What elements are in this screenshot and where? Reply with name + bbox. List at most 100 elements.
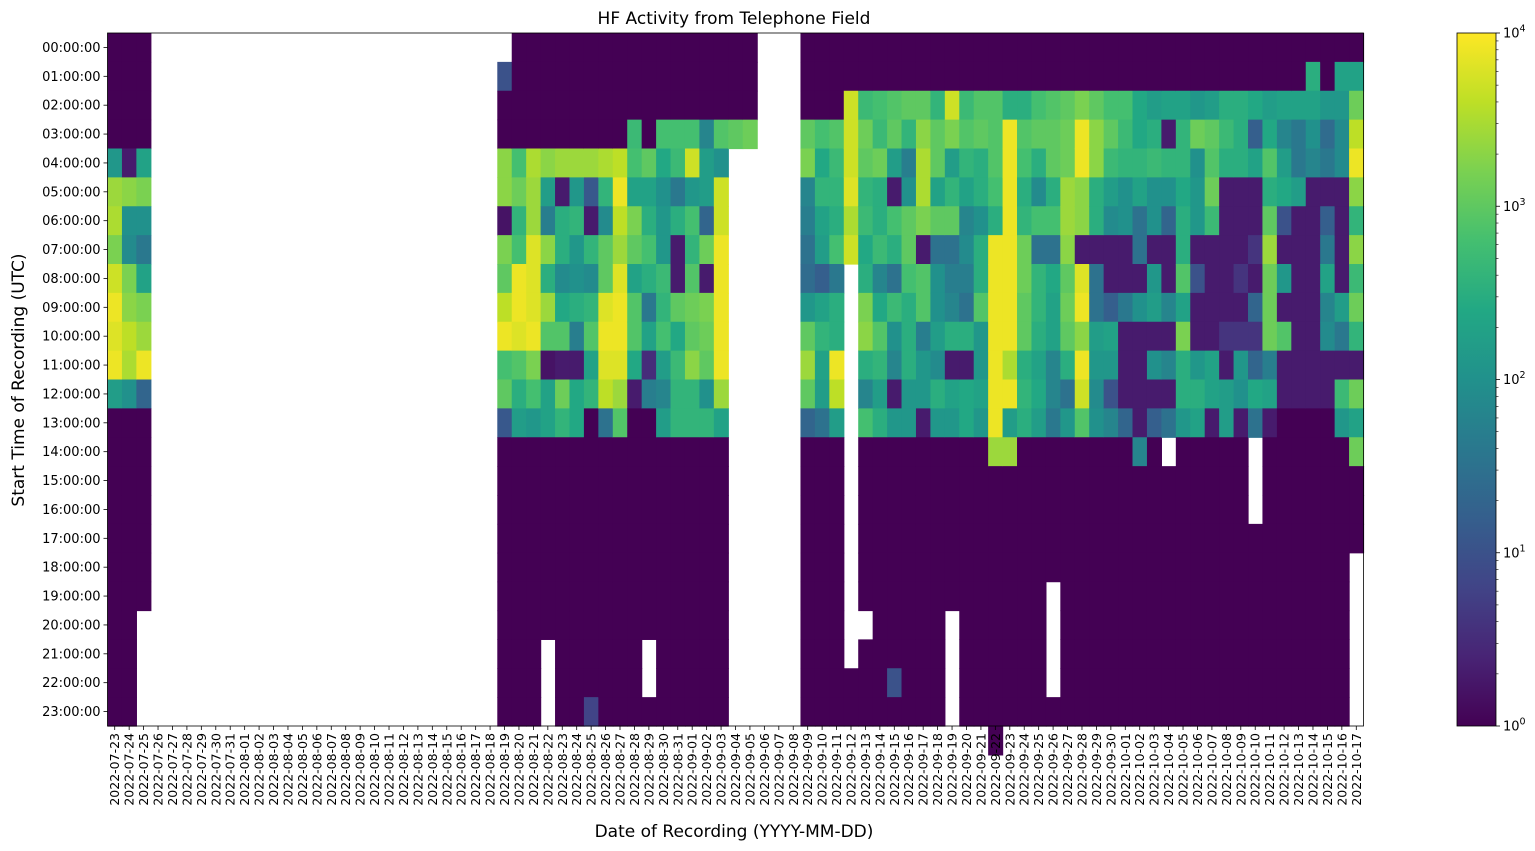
heatmap-cell xyxy=(511,177,527,207)
heatmap-cell xyxy=(1031,581,1047,612)
heatmap-cell xyxy=(1320,639,1336,669)
heatmap-cell xyxy=(1320,61,1336,92)
x-tick-label: 2022-08-15 xyxy=(439,733,454,806)
heatmap-cell xyxy=(872,292,888,323)
heatmap-cell xyxy=(598,408,614,438)
heatmap-cell xyxy=(973,33,989,63)
heatmap-cell xyxy=(1045,90,1061,121)
x-axis-label: Date of Recording (YYYY-MM-DD) xyxy=(595,822,874,842)
heatmap-cell xyxy=(872,466,888,496)
heatmap-cell xyxy=(1161,552,1177,583)
heatmap-cell xyxy=(627,437,643,467)
heatmap-cell xyxy=(1017,177,1033,207)
heatmap-cell xyxy=(930,206,946,236)
heatmap-cell xyxy=(1248,552,1264,583)
heatmap-cell xyxy=(1002,466,1018,496)
heatmap-cell xyxy=(713,264,729,294)
heatmap-cell xyxy=(699,466,715,496)
heatmap-cell xyxy=(1291,177,1307,207)
heatmap-cell xyxy=(1146,206,1162,236)
heatmap-cell xyxy=(1161,466,1177,496)
heatmap-cell xyxy=(699,350,715,381)
heatmap-cell xyxy=(1002,177,1018,207)
heatmap-cell xyxy=(901,610,917,640)
heatmap-cell xyxy=(829,177,845,207)
heatmap-cell xyxy=(641,33,657,63)
heatmap-cell xyxy=(540,206,556,236)
heatmap-cell xyxy=(598,321,614,352)
heatmap-cell xyxy=(915,408,931,438)
heatmap-cell xyxy=(1146,379,1162,409)
heatmap-cell xyxy=(612,552,628,583)
heatmap-cell xyxy=(1089,697,1105,727)
x-tick-label: 2022-09-13 xyxy=(858,733,873,806)
x-tick-label: 2022-09-10 xyxy=(815,733,830,806)
heatmap-cell xyxy=(1291,697,1307,727)
heatmap-cell xyxy=(1017,466,1033,496)
heatmap-cell xyxy=(1204,610,1220,640)
heatmap-cell xyxy=(901,292,917,323)
heatmap-cell xyxy=(1276,206,1292,236)
heatmap-cell xyxy=(1045,33,1061,63)
heatmap-cell xyxy=(1146,668,1162,698)
x-tick-label: 2022-09-08 xyxy=(786,733,801,806)
heatmap-cell xyxy=(959,264,975,294)
heatmap-cell xyxy=(1132,437,1148,467)
heatmap-cell xyxy=(887,495,903,525)
heatmap-cell xyxy=(121,33,137,63)
heatmap-cell xyxy=(973,639,989,669)
heatmap-cell xyxy=(1190,466,1206,496)
heatmap-cell xyxy=(887,466,903,496)
heatmap-cell xyxy=(1031,177,1047,207)
heatmap-cell xyxy=(1219,177,1235,207)
heatmap-cell xyxy=(1334,610,1350,640)
heatmap-cell xyxy=(742,61,758,92)
heatmap-cell xyxy=(1146,610,1162,640)
heatmap-cell xyxy=(612,148,628,178)
heatmap-cell xyxy=(1132,523,1148,554)
heatmap-cell xyxy=(872,350,888,381)
heatmap-cell xyxy=(107,90,123,121)
heatmap-cell xyxy=(627,668,643,698)
heatmap-cell xyxy=(1031,495,1047,525)
heatmap-cell xyxy=(1276,33,1292,63)
heatmap-cell xyxy=(1305,552,1321,583)
heatmap-cell xyxy=(1175,668,1191,698)
heatmap-cell xyxy=(121,235,137,265)
heatmap-cell xyxy=(1248,90,1264,121)
heatmap-cell xyxy=(1017,581,1033,612)
y-tick-label: 14:00:00 xyxy=(42,445,100,460)
heatmap-cell xyxy=(1305,119,1321,150)
heatmap-cell xyxy=(1248,292,1264,323)
heatmap-cell xyxy=(1320,321,1336,352)
heatmap-cell xyxy=(800,235,816,265)
heatmap-cell xyxy=(1045,321,1061,352)
heatmap-cell xyxy=(1118,639,1134,669)
heatmap-cell xyxy=(1248,639,1264,669)
y-tick-label: 07:00:00 xyxy=(42,243,100,258)
heatmap-cell xyxy=(915,581,931,612)
heatmap-cell xyxy=(959,552,975,583)
heatmap-cell xyxy=(814,292,830,323)
heatmap-cell xyxy=(1089,90,1105,121)
heatmap-cell xyxy=(944,408,960,438)
heatmap-cell xyxy=(107,408,123,438)
heatmap-cell xyxy=(1060,379,1076,409)
heatmap-cell xyxy=(641,697,657,727)
heatmap-cell xyxy=(1031,90,1047,121)
heatmap-cell xyxy=(1146,523,1162,554)
heatmap-cell xyxy=(656,206,672,236)
heatmap-cell xyxy=(944,437,960,467)
heatmap-cell xyxy=(1233,264,1249,294)
heatmap-cell xyxy=(1233,148,1249,178)
heatmap-cell xyxy=(901,235,917,265)
heatmap-cell xyxy=(1089,148,1105,178)
heatmap-cell xyxy=(814,148,830,178)
heatmap-cell xyxy=(713,321,729,352)
heatmap-cell xyxy=(814,552,830,583)
heatmap-cell xyxy=(684,668,701,698)
heatmap-cell xyxy=(1132,668,1148,698)
heatmap-cell xyxy=(1175,177,1191,207)
heatmap-cell xyxy=(612,119,628,150)
heatmap-cell xyxy=(1233,177,1249,207)
